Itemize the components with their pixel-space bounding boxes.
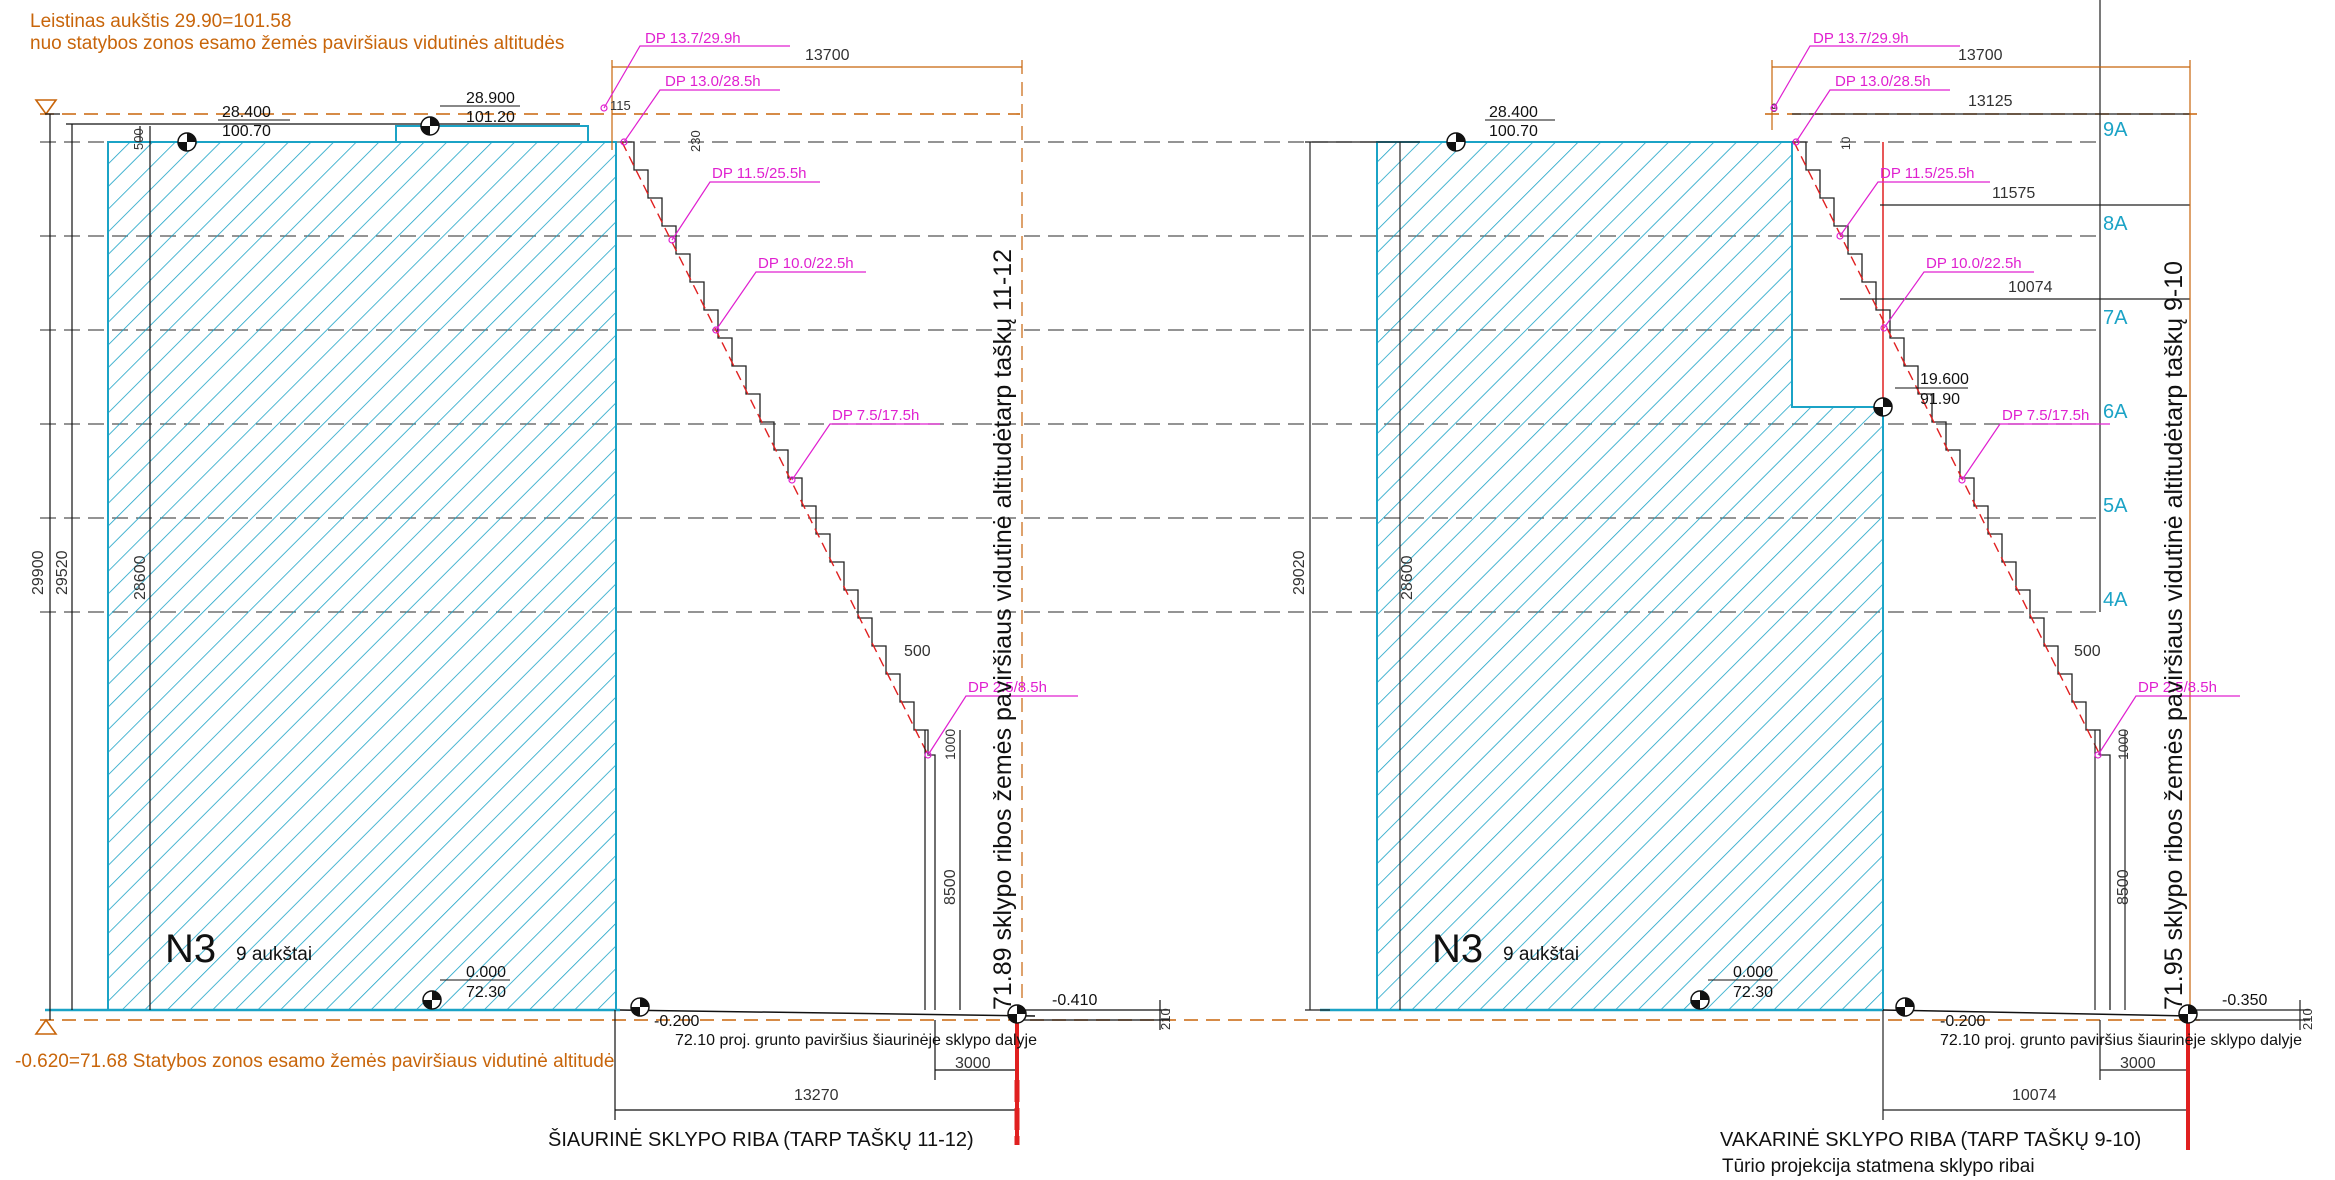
left-dim-top-230: 230 bbox=[688, 130, 703, 152]
left-stair-envelope bbox=[620, 141, 936, 1010]
elevation-marker-icon bbox=[420, 116, 440, 136]
left-elev-top-mid-1: 28.900 bbox=[466, 90, 515, 107]
left-view: 28.400 100.70 28.900 101.20 0.000 72.30 … bbox=[30, 30, 1173, 1151]
right-elev-far-right: -0.350 bbox=[2222, 992, 2267, 1009]
ground-altitude-note: -0.620=71.68 Statybos zonos esamo žemės … bbox=[15, 1051, 614, 1072]
right-dp-label-5: DP 7.5/17.5h bbox=[2002, 407, 2089, 424]
right-dim-11575: 11575 bbox=[1992, 185, 2035, 202]
left-dim-total-top: 13700 bbox=[805, 47, 850, 64]
right-elev-bottom-1: 0.000 bbox=[1733, 964, 1773, 981]
elevation-marker-icon bbox=[630, 997, 650, 1017]
left-elev-top-left-1: 28.400 bbox=[222, 104, 271, 121]
left-dim-bottom-small: 3000 bbox=[955, 1055, 991, 1072]
elevation-marker-icon bbox=[1446, 132, 1466, 152]
left-dp-label-2: DP 13.0/28.5h bbox=[665, 73, 761, 90]
left-vertical-altitude-text: 71.89 sklypo ribos žemės paviršiaus vidu… bbox=[989, 249, 1017, 1010]
left-elev-far-right: -0.410 bbox=[1052, 992, 1097, 1009]
right-elev-step-1: 19.600 bbox=[1920, 371, 1969, 388]
left-dim-step-500: 500 bbox=[904, 643, 931, 660]
elevation-marker-icon bbox=[422, 990, 442, 1010]
right-caption-2: Tūrio projekcija statmena sklypo ribai bbox=[1722, 1156, 2035, 1177]
right-stair-envelope bbox=[1792, 141, 2111, 1010]
right-elev-top-left-2: 100.70 bbox=[1489, 123, 1538, 140]
right-dp-label-2: DP 13.0/28.5h bbox=[1835, 73, 1931, 90]
right-dim-h3: 28600 bbox=[1399, 555, 1416, 600]
floor-label-6A: 6A bbox=[2103, 401, 2128, 423]
right-dim-13125: 13125 bbox=[1968, 93, 2013, 110]
floor-label-8A: 8A bbox=[2103, 213, 2128, 235]
left-dim-h-total: 29900 bbox=[30, 550, 47, 595]
left-dim-bottom: 13270 bbox=[794, 1087, 839, 1104]
left-floors-label: 9 aukštai bbox=[236, 944, 312, 965]
right-building-label: N3 bbox=[1432, 927, 1483, 971]
left-dim-h-8500: 8500 bbox=[942, 869, 959, 905]
left-elev-top-mid-2: 101.20 bbox=[466, 109, 515, 126]
right-dp-label-4: DP 10.0/22.5h bbox=[1926, 255, 2022, 272]
right-dim-h-8500: 8500 bbox=[2115, 869, 2132, 905]
left-elev-bottom-2: 72.30 bbox=[466, 984, 506, 1001]
right-dim-step-500: 500 bbox=[2074, 643, 2101, 660]
right-dim-bottom: 10074 bbox=[2012, 1087, 2057, 1104]
allowed-height-subtitle: nuo statybos zonos esamo žemės paviršiau… bbox=[30, 33, 564, 54]
right-view: 28.400 100.70 19.600 91.90 0.000 72.30 -… bbox=[1291, 30, 2315, 1177]
right-floors-label: 9 aukštai bbox=[1503, 944, 1579, 965]
left-dp-label-1: DP 13.7/29.9h bbox=[645, 30, 741, 47]
right-dim-10074: 10074 bbox=[2008, 279, 2053, 296]
left-elev-right: -0.200 bbox=[654, 1013, 699, 1030]
left-building-hatch bbox=[107, 141, 617, 1011]
elevation-marker-icon bbox=[2178, 1004, 2198, 1024]
left-elev-bottom-1: 0.000 bbox=[466, 964, 506, 981]
allowed-height-title: Leistinas aukštis 29.90=101.58 bbox=[30, 11, 291, 32]
right-elev-step-2: 91.90 bbox=[1920, 391, 1960, 408]
left-dim-top-500: 500 bbox=[131, 128, 146, 150]
right-dim-total-top: 13700 bbox=[1958, 47, 2003, 64]
left-dp-label-6: DP 2.5/8.5h bbox=[968, 679, 1047, 696]
left-dp-label-4: DP 10.0/22.5h bbox=[758, 255, 854, 272]
right-dim-210: 210 bbox=[2300, 1008, 2315, 1030]
floor-label-7A: 7A bbox=[2103, 307, 2128, 329]
left-elev-top-left-2: 100.70 bbox=[222, 123, 271, 140]
left-dim-h3: 28600 bbox=[132, 555, 149, 600]
right-elev-bottom-2: 72.30 bbox=[1733, 984, 1773, 1001]
left-building-label: N3 bbox=[165, 927, 216, 971]
left-dim-210: 210 bbox=[1158, 1008, 1173, 1030]
left-dim-top-115: 115 bbox=[610, 98, 631, 113]
left-ground-note: 72.10 proj. grunto paviršius šiaurinėje … bbox=[675, 1032, 1037, 1049]
right-dim-h-total: 29020 bbox=[1291, 550, 1308, 595]
right-ground-note: 72.10 proj. grunto paviršius šiaurinėje … bbox=[1940, 1032, 2302, 1049]
right-dp-label-1: DP 13.7/29.9h bbox=[1813, 30, 1909, 47]
floor-label-9A: 9A bbox=[2103, 119, 2128, 141]
right-vertical-altitude-text: 71.95 sklypo ribos žemės paviršiaus vidu… bbox=[2160, 261, 2188, 1010]
right-caption: VAKARINĖ SKLYPO RIBA (TARP TAŠKŲ 9-10) bbox=[1720, 1128, 2141, 1151]
right-dp-label-3: DP 11.5/25.5h bbox=[1880, 165, 1975, 182]
left-dp-label-5: DP 7.5/17.5h bbox=[832, 407, 919, 424]
floor-label-5A: 5A bbox=[2103, 495, 2128, 517]
elevation-marker-icon bbox=[177, 132, 197, 152]
left-caption: ŠIAURINĖ SKLYPO RIBA (TARP TAŠKŲ 11-12) bbox=[548, 1128, 974, 1151]
left-dim-step-1000: 1000 bbox=[942, 729, 958, 760]
right-dp-label-6: DP 2.5/8.5h bbox=[2138, 679, 2217, 696]
left-dp-label-3: DP 11.5/25.5h bbox=[712, 165, 807, 182]
right-elev-right: -0.200 bbox=[1940, 1013, 1985, 1030]
right-building-hatch bbox=[1376, 141, 1884, 1011]
elevation-marker-icon bbox=[1007, 1004, 1027, 1024]
floor-label-4A: 4A bbox=[2103, 589, 2128, 611]
elevation-marker-icon bbox=[1895, 997, 1915, 1017]
elevation-marker-icon bbox=[1873, 397, 1893, 417]
right-dim-bottom-small: 3000 bbox=[2120, 1055, 2156, 1072]
left-dim-h2: 29520 bbox=[54, 550, 71, 595]
right-dim-step-1000: 1000 bbox=[2115, 729, 2131, 760]
elevation-marker-icon bbox=[1690, 990, 1710, 1010]
right-dim-top-10: 10 bbox=[1839, 136, 1853, 150]
right-elev-top-left-1: 28.400 bbox=[1489, 104, 1538, 121]
